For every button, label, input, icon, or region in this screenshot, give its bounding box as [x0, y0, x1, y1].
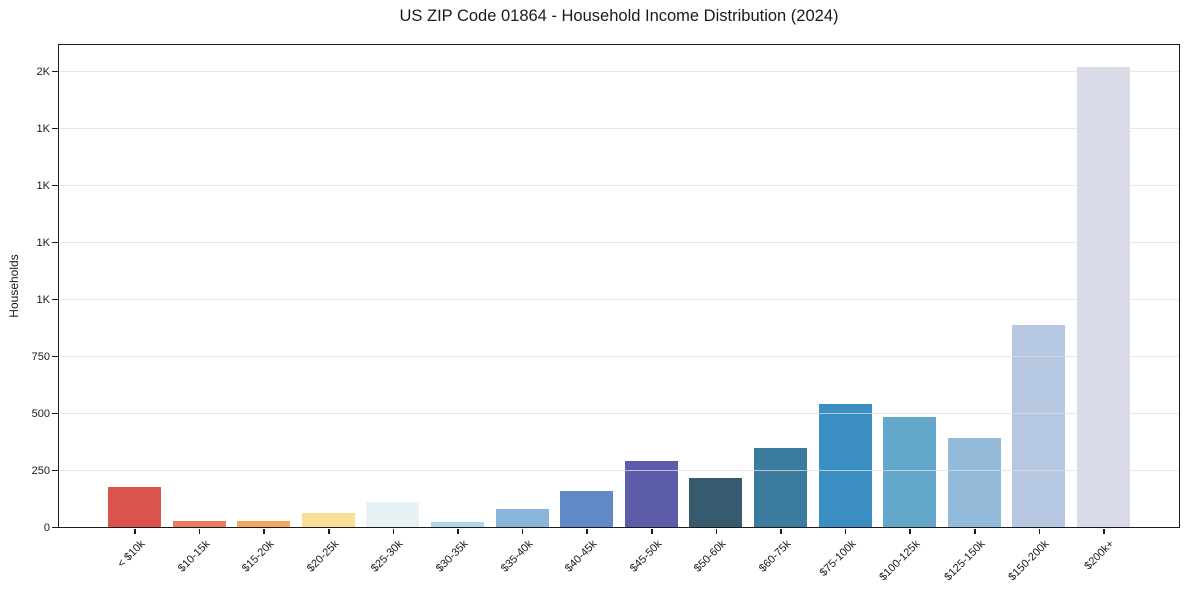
- bar-75-100k: [818, 404, 872, 527]
- bar-150-200k: [1012, 325, 1066, 527]
- bar-40-45k: [560, 490, 614, 527]
- gridline-1250: [59, 242, 1179, 244]
- y-tick-mark-250: [52, 469, 58, 472]
- x-tick-label-40-45k: $40-45k: [563, 537, 600, 575]
- bar-20-25k: [301, 513, 355, 527]
- x-tick-mark-13: [974, 529, 976, 534]
- gridline-500: [59, 413, 1179, 415]
- gridline-250: [59, 470, 1179, 472]
- gridline-2000: [59, 71, 1179, 73]
- bar-30-35k: [431, 522, 484, 527]
- x-tick-mark-6: [521, 529, 524, 534]
- gridline-1000: [59, 299, 1179, 301]
- bar-125-150k: [947, 438, 1001, 527]
- bar-10k: [108, 486, 161, 527]
- x-tick-label-10k: < $10k: [115, 537, 148, 570]
- y-tick-label-500: 500: [31, 407, 50, 420]
- x-tick-mark-11: [844, 529, 847, 534]
- bar-50-60k: [689, 478, 743, 527]
- plot-area: [58, 44, 1180, 528]
- x-tick-mark-14: [1038, 529, 1041, 534]
- bar-35-40k: [495, 508, 549, 527]
- x-tick-mark-3: [328, 529, 330, 534]
- x-tick-mark-12: [909, 529, 911, 534]
- x-tick-mark-4: [392, 529, 395, 534]
- y-tick-label-750: 750: [31, 350, 50, 363]
- x-tick-mark-0: [134, 529, 136, 534]
- x-tick-mark-9: [715, 529, 718, 534]
- y-axis-label: Households: [7, 254, 21, 318]
- y-tick-mark-1250: [52, 241, 58, 244]
- x-tick-mark-7: [586, 529, 588, 534]
- y-tick-mark-500: [52, 412, 58, 415]
- y-tick-mark-750: [52, 355, 58, 358]
- bar-10-15k: [172, 521, 226, 527]
- bar-100-125k: [883, 417, 937, 527]
- x-tick-mark-10: [780, 529, 782, 534]
- x-tick-mark-5: [457, 529, 459, 534]
- y-tick-mark-0: [52, 526, 58, 529]
- bar-45-50k: [624, 461, 678, 527]
- x-tick-mark-8: [651, 529, 653, 534]
- y-tick-label-1750: 1K: [36, 122, 50, 135]
- y-tick-label-1500: 1K: [36, 179, 50, 192]
- y-tick-mark-1750: [52, 127, 58, 130]
- x-tick-label-45-50k: $45-50k: [627, 537, 665, 575]
- x-tick-label-30-35k: $30-35k: [433, 537, 471, 575]
- x-tick-label-25-30k: $25-30k: [369, 537, 406, 575]
- bar-200k+: [1077, 66, 1130, 527]
- x-tick-label-50-60k: $50-60k: [692, 537, 729, 575]
- x-tick-label-150-200k: $150-200k: [1006, 537, 1052, 583]
- y-tick-label-2000: 2K: [36, 65, 50, 78]
- x-tick-label-200k+: $200k+: [1082, 537, 1117, 572]
- gridline-750: [59, 356, 1179, 358]
- y-tick-mark-1000: [52, 298, 58, 301]
- y-tick-mark-2000: [52, 70, 58, 73]
- y-tick-label-0: 0: [43, 521, 50, 534]
- chart-title: US ZIP Code 01864 - Household Income Dis…: [399, 7, 839, 25]
- y-tick-label-1000: 1K: [36, 293, 50, 306]
- bar-25-30k: [366, 501, 420, 527]
- x-tick-mark-1: [198, 529, 201, 534]
- x-tick-label-20-25k: $20-25k: [304, 537, 342, 575]
- x-tick-label-60-75k: $60-75k: [756, 537, 794, 575]
- y-tick-mark-1500: [52, 184, 58, 187]
- bar-60-75k: [754, 447, 807, 527]
- x-tick-mark-15: [1103, 529, 1105, 534]
- x-tick-mark-2: [263, 529, 265, 534]
- x-tick-label-10-15k: $10-15k: [175, 537, 213, 575]
- y-tick-label-1250: 1K: [36, 236, 50, 249]
- x-tick-label-100-125k: $100-125k: [877, 537, 923, 583]
- x-tick-label-35-40k: $35-40k: [498, 537, 536, 575]
- x-tick-label-125-150k: $125-150k: [942, 537, 988, 583]
- bar-15-20k: [237, 520, 291, 527]
- gridline-1500: [59, 185, 1179, 187]
- gridline-1750: [59, 128, 1179, 130]
- x-tick-label-75-100k: $75-100k: [817, 537, 859, 579]
- y-tick-label-250: 250: [31, 464, 50, 477]
- x-tick-label-15-20k: $15-20k: [240, 537, 277, 575]
